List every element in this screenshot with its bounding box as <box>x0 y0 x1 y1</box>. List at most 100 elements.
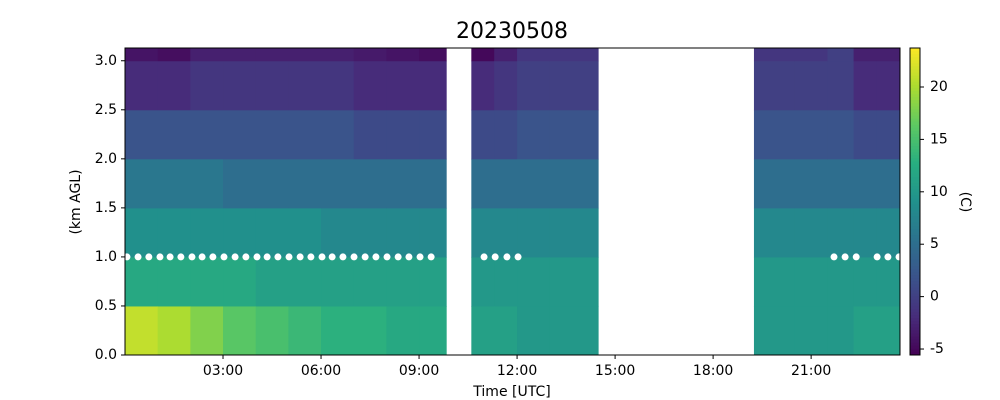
heat-cell <box>517 60 551 111</box>
heat-cell <box>157 305 191 356</box>
colorbar-band <box>910 170 920 175</box>
colorbar-band <box>910 324 920 328</box>
heat-cell <box>157 109 191 160</box>
heat-cell <box>353 305 387 356</box>
heat-cell <box>255 207 289 258</box>
colorbar-band <box>910 312 920 316</box>
colorbar-band <box>910 87 920 92</box>
heat-cell <box>190 48 224 62</box>
colorbar-band <box>910 302 920 307</box>
heat-cell <box>471 158 495 209</box>
colorbar-band <box>910 155 920 160</box>
heat-cell <box>386 109 420 160</box>
point <box>198 253 206 261</box>
y-tick-label: 0.5 <box>95 298 117 314</box>
colorbar-band <box>910 284 920 288</box>
colorbar-band <box>910 192 920 196</box>
colorbar-band <box>910 198 920 202</box>
heat-cell <box>794 48 828 62</box>
point <box>328 253 336 261</box>
colorbar-band <box>910 90 920 95</box>
colorbar-band <box>910 219 920 224</box>
point <box>274 253 282 261</box>
heat-cell <box>549 256 599 307</box>
heat-cell <box>753 109 796 160</box>
heat-cell <box>125 256 159 307</box>
point <box>134 253 142 261</box>
point <box>156 253 164 261</box>
heat-cell <box>321 305 355 356</box>
heat-cell <box>471 305 495 356</box>
heat-cell <box>321 207 355 258</box>
x-tick-label: 18:00 <box>693 363 733 379</box>
colorbar-band <box>910 140 920 144</box>
point <box>220 253 228 261</box>
colorbar-band <box>910 321 920 325</box>
heat-cell <box>125 305 159 356</box>
heat-cell <box>321 48 355 62</box>
heat-cell <box>753 60 796 111</box>
y-tick-label: 1.0 <box>95 249 117 265</box>
point <box>394 253 402 261</box>
colorbar-band <box>910 287 920 292</box>
heat-cell <box>125 158 159 209</box>
heat-cell <box>353 48 387 62</box>
heat-cell <box>753 256 796 307</box>
heat-cell <box>255 158 289 209</box>
heat-cell <box>157 48 191 62</box>
colorbar-band <box>910 133 920 138</box>
colorbar-band <box>910 81 920 86</box>
heat-cell <box>353 256 387 307</box>
y-tick-label: 2.5 <box>95 102 117 118</box>
colorbar-band <box>910 293 920 298</box>
heat-cell <box>190 109 224 160</box>
heat-cell <box>288 60 322 111</box>
y-tick-label: 3.0 <box>95 53 117 69</box>
colorbar-band <box>910 149 920 153</box>
colorbar-band <box>910 318 920 322</box>
heat-cell <box>255 109 289 160</box>
heat-cell <box>494 48 518 62</box>
heat-cell <box>321 256 355 307</box>
point <box>177 253 185 261</box>
heat-cell <box>494 207 518 258</box>
heat-cell <box>549 207 599 258</box>
colorbar-label: (C) <box>957 192 973 213</box>
heat-cell <box>125 109 159 160</box>
plot-frame <box>124 47 901 356</box>
heat-cell <box>853 256 877 307</box>
heat-cell <box>419 305 447 356</box>
colorbar-band <box>910 195 920 199</box>
colorbar-band <box>910 244 920 249</box>
heat-cell <box>876 305 901 356</box>
heat-cell <box>549 60 599 111</box>
heat-cell <box>827 158 855 209</box>
heat-cell <box>386 48 420 62</box>
heat-cell <box>125 48 159 62</box>
x-tick-label: 12:00 <box>497 363 537 379</box>
heat-cell <box>288 109 322 160</box>
colorbar-band <box>910 186 920 190</box>
point <box>852 253 860 261</box>
colorbar-band <box>910 348 920 353</box>
colorbar-band <box>910 259 920 264</box>
heat-cell <box>157 158 191 209</box>
heat-cell <box>876 256 901 307</box>
chart-title: 20230508 <box>456 19 568 44</box>
heat-cell <box>255 256 289 307</box>
point <box>263 253 271 261</box>
colorbar-band <box>910 235 920 239</box>
x-tick-label: 21:00 <box>791 363 831 379</box>
point <box>480 253 488 261</box>
heat-cell <box>255 48 289 62</box>
colorbar-band <box>910 232 920 236</box>
heat-cell <box>419 256 447 307</box>
heat-cell <box>827 48 855 62</box>
heat-cell <box>853 207 877 258</box>
point <box>491 253 499 261</box>
heat-cell <box>876 207 901 258</box>
colorbar-band <box>910 342 920 347</box>
heat-cell <box>386 60 420 111</box>
heat-cell <box>353 109 387 160</box>
heat-cell <box>517 109 551 160</box>
